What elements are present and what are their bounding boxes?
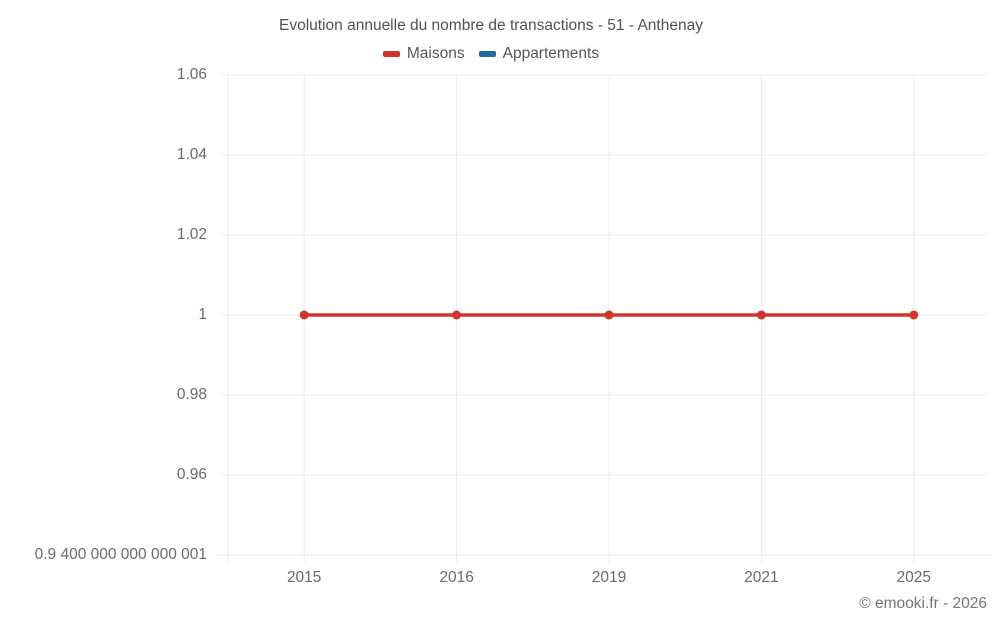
x-tick-label: 2021 (744, 569, 779, 586)
y-tick-label: 0.98 (176, 386, 207, 403)
maisons-data-point (756, 310, 766, 320)
maisons-data-point (604, 310, 614, 320)
x-tick-label: 2019 (591, 569, 627, 586)
chart-legend: Maisons Appartements (0, 45, 982, 63)
legend-label-maisons: Maisons (406, 45, 465, 62)
x-tick-label: 2025 (896, 569, 932, 586)
chart-title: Evolution annuelle du nombre de transact… (279, 17, 703, 34)
appartements-series-swatch-icon (478, 51, 496, 57)
y-tick-label: 1.06 (176, 66, 207, 83)
legend-item-appartements[interactable]: Appartements (478, 45, 600, 63)
attribution-text: © emooki.fr - 2026 (859, 595, 987, 612)
legend-item-maisons[interactable]: Maisons (382, 45, 465, 63)
maisons-data-point (452, 310, 462, 320)
y-tick-label: 1.02 (176, 226, 207, 243)
maisons-data-point (299, 310, 309, 320)
legend-label-appartements: Appartements (502, 45, 600, 62)
x-tick-label: 2015 (286, 569, 322, 586)
maisons-series-swatch-icon (382, 51, 400, 57)
y-tick-label: 0.9 400 000 000 000 001 (34, 546, 207, 563)
y-tick-label: 1 (198, 306, 207, 323)
x-tick-label: 2016 (439, 569, 474, 586)
y-tick-label: 1.04 (176, 146, 207, 163)
maisons-data-point (909, 310, 919, 320)
y-tick-label: 0.96 (176, 466, 207, 483)
